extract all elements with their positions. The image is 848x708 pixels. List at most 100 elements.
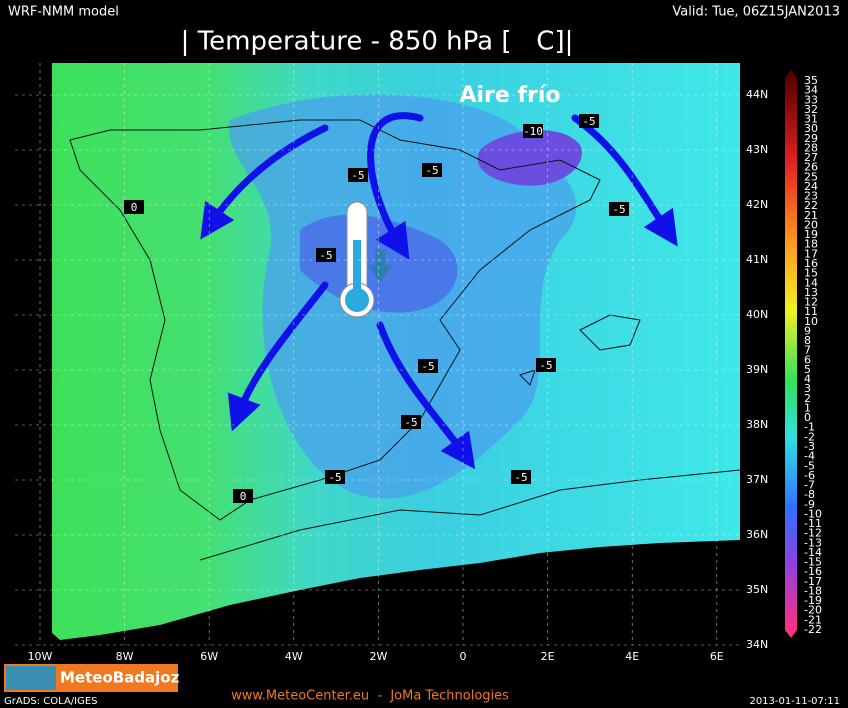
colorbar-label: 33 bbox=[804, 93, 818, 106]
contour-label: -5 bbox=[328, 471, 341, 484]
colorbar-label: 28 bbox=[804, 141, 818, 154]
colorbar-label: 34 bbox=[804, 84, 818, 97]
contour-label: -5 bbox=[514, 471, 527, 484]
latitude-label: 35N bbox=[746, 583, 768, 596]
colorbar-label: 5 bbox=[804, 363, 811, 376]
colorbar-label: -20 bbox=[804, 604, 822, 617]
latitude-label: 44N bbox=[746, 88, 768, 101]
thermometer-icon bbox=[339, 201, 392, 318]
longitude-label: 10W bbox=[28, 650, 53, 663]
colorbar-label: -13 bbox=[804, 536, 822, 549]
longitude-label: 8W bbox=[116, 650, 134, 663]
colorbar-label: 29 bbox=[804, 132, 818, 145]
longitude-label: 6E bbox=[710, 650, 724, 663]
contour-label-box bbox=[579, 114, 599, 128]
colorbar-label: 10 bbox=[804, 315, 818, 328]
map-title: | Temperature - 850 hPa [ C]| bbox=[181, 27, 574, 57]
contour-label: -5 bbox=[612, 203, 625, 216]
colorbar-label: -16 bbox=[804, 565, 822, 578]
software-credit: GrADS: COLA/IGES bbox=[4, 696, 98, 707]
colorbar-label: 1 bbox=[804, 401, 811, 414]
colorbar-label: 2 bbox=[804, 392, 811, 405]
colorbar-label: 9 bbox=[804, 324, 811, 337]
longitude-label: 0 bbox=[460, 650, 467, 663]
latitude-label: 37N bbox=[746, 473, 768, 486]
colorbar-cap bbox=[785, 630, 797, 638]
colorbar-label: -7 bbox=[804, 479, 815, 492]
colorbar-label: 23 bbox=[804, 190, 818, 203]
colorbar-label: -3 bbox=[804, 440, 815, 453]
colorbar-label: 14 bbox=[804, 276, 818, 289]
colorbar-cap bbox=[785, 70, 797, 78]
contour-label: -5 bbox=[582, 115, 595, 128]
colorbar-label: 24 bbox=[804, 180, 818, 193]
contour-label: -5 bbox=[351, 169, 364, 182]
contour-label: -5 bbox=[319, 249, 332, 262]
latitude-label: 41N bbox=[746, 253, 768, 266]
contour-label-box bbox=[609, 202, 629, 216]
latitude-label: 40N bbox=[746, 308, 768, 321]
colorbar-label: 21 bbox=[804, 209, 818, 222]
colorbar-label: -21 bbox=[804, 613, 822, 626]
site-credit: www.MeteoCenter.eu - JoMa Technologies bbox=[231, 689, 509, 704]
colorbar-label: 6 bbox=[804, 353, 811, 366]
colorbar-label: -4 bbox=[804, 450, 815, 463]
colorbar-label: 8 bbox=[804, 334, 811, 347]
contour-label-box bbox=[418, 359, 438, 373]
colorbar-label: 32 bbox=[804, 103, 818, 116]
colorbar-label: 11 bbox=[804, 305, 818, 318]
contour-label-box bbox=[325, 470, 345, 484]
colorbar-label: -2 bbox=[804, 430, 815, 443]
colorbar-label: -5 bbox=[804, 459, 815, 472]
colorbar-label: 18 bbox=[804, 238, 818, 251]
colorbar-label: 31 bbox=[804, 113, 818, 126]
contour-label: 0 bbox=[131, 201, 138, 214]
colorbar-label: -14 bbox=[804, 546, 822, 559]
colorbar-label: 3 bbox=[804, 382, 811, 395]
colorbar-label: -6 bbox=[804, 469, 815, 482]
latitude-label: 42N bbox=[746, 198, 768, 211]
colorbar-label: 35 bbox=[804, 74, 818, 87]
islands bbox=[519, 314, 641, 386]
contour-label-box bbox=[316, 248, 336, 262]
contour-label-box bbox=[348, 168, 368, 182]
colorbar-label: 25 bbox=[804, 170, 818, 183]
colorbar-label: -9 bbox=[804, 498, 815, 511]
colorbar-label: 27 bbox=[804, 151, 818, 164]
colorbar-label: 26 bbox=[804, 161, 818, 174]
colorbar-label: -1 bbox=[804, 421, 815, 434]
contour-label-box bbox=[422, 163, 442, 177]
contour-label: 0 bbox=[240, 490, 247, 503]
colorbar-label: 22 bbox=[804, 199, 818, 212]
longitude-label: 4E bbox=[625, 650, 639, 663]
colorbar-label: 13 bbox=[804, 286, 818, 299]
contour-label-box bbox=[401, 415, 421, 429]
contour-label-box bbox=[536, 358, 556, 372]
colorbar-label: 12 bbox=[804, 296, 818, 309]
flow-arrows bbox=[200, 112, 678, 470]
colorbar bbox=[785, 78, 797, 630]
colorbar-label: -18 bbox=[804, 584, 822, 597]
longitude-label: 6W bbox=[200, 650, 218, 663]
longitude-label: 2E bbox=[541, 650, 555, 663]
colorbar-label: 17 bbox=[804, 247, 818, 260]
contour-label: -5 bbox=[404, 416, 417, 429]
colorbar-label: 19 bbox=[804, 228, 818, 241]
latitude-label: 43N bbox=[746, 143, 768, 156]
colorbar-label: -19 bbox=[804, 594, 822, 607]
colorbar-label: 15 bbox=[804, 267, 818, 280]
timestamp: 2013-01-11-07:11 bbox=[749, 696, 840, 707]
colorbar-label: 16 bbox=[804, 257, 818, 270]
latitude-label: 36N bbox=[746, 528, 768, 541]
colorbar-label: 7 bbox=[804, 344, 811, 357]
colorbar-label: -10 bbox=[804, 507, 822, 520]
annotation: Aire frío bbox=[459, 83, 560, 108]
colorbar-label: -11 bbox=[804, 517, 822, 530]
contour-label: -5 bbox=[425, 164, 438, 177]
colorbar-label: 4 bbox=[804, 373, 811, 386]
colorbar-label: -15 bbox=[804, 556, 822, 569]
contour-label-box bbox=[511, 470, 531, 484]
brand-name: MeteoBadajoz bbox=[60, 669, 180, 687]
contour-label-box bbox=[233, 489, 253, 503]
